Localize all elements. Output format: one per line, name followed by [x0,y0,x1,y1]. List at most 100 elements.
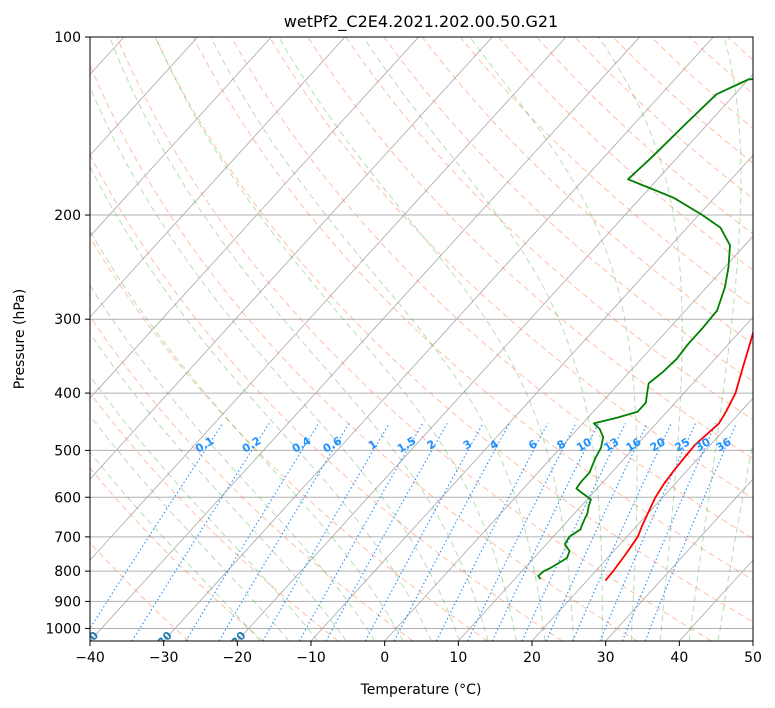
moist-adiabat-line [688,37,742,641]
dry-adiabat-line [688,37,753,95]
mixing-ratio-label: 16 [624,435,644,454]
dry-adiabat-line [154,37,753,623]
isotherm-label: -40 [78,629,101,653]
mixing-ratio-label: 1.5 [395,434,418,455]
dry-adiabat-line [230,37,753,540]
isotherm-line [605,478,753,641]
y-tick-label: 500 [54,443,81,459]
moist-adiabat-line [469,37,638,641]
x-tick-label: 20 [523,650,541,666]
dry-adiabat-line [90,541,190,641]
moist-adiabat-line [90,165,432,641]
mixing-ratio-line [467,423,577,641]
isotherm-line [90,37,346,318]
x-tick-label: −20 [223,650,253,666]
mixing-ratio-label: 0.4 [290,434,314,456]
dry-adiabat-line [90,467,264,641]
isotherm-line [163,37,714,641]
isotherm-line [752,640,753,641]
mixing-ratio-line [521,423,626,641]
mixing-ratio-label: 20 [648,435,668,454]
chart-title: wetPf2_C2E4.2021.202.00.50.G21 [284,12,558,32]
y-axis-label: Pressure (hPa) [12,289,28,389]
y-tick-label: 1000 [45,621,81,637]
x-tick-label: 0 [380,650,389,666]
x-tick-label: −10 [296,650,326,666]
mixing-ratio-line [491,423,599,641]
moist-adiabat-line [90,414,290,641]
mixing-ratio-line [364,423,484,641]
mixing-ratio-line [325,423,448,641]
isotherm-line [458,316,753,641]
x-axis-label: Temperature (°C) [360,682,482,698]
dry-adiabat-line [421,37,753,345]
mixing-ratio-label: 30 [693,435,713,454]
moist-adiabat-line [362,37,603,641]
dry-adiabat-line [90,153,563,641]
y-tick-label: 600 [54,490,81,506]
mixing-ratio-line [435,423,549,641]
dry-adiabat-line [90,236,488,641]
dry-adiabat-line [269,37,753,499]
dry-adiabat-line [307,37,753,460]
mixing-ratio-line [599,423,696,641]
y-tick-label: 400 [54,386,81,402]
mixing-ratio-line [218,423,350,641]
moist-adiabat-line [90,375,319,641]
plot-frame [89,36,754,642]
moist-adiabat-line [598,37,683,641]
y-tick-label: 200 [54,208,81,224]
dewpoint-profile-line [537,78,753,580]
isotherm-line [531,397,753,641]
isotherm-line [90,37,640,641]
moist-adiabat-line [90,332,347,641]
y-tick-label: 900 [54,594,81,610]
background-lines [90,37,753,641]
isotherm-line [90,37,419,399]
y-tick-label: 300 [54,312,81,328]
moist-adiabat-line [109,37,489,641]
isotherm-line [90,37,198,156]
mixing-ratio-line [572,423,672,641]
isotherm-line [90,37,493,480]
mixing-ratio-line [621,423,717,641]
mixing-ratio-label: 0.1 [193,434,216,455]
mixing-ratio-line [393,423,510,641]
mixing-ratio-line [545,423,648,641]
moist-adiabat-line [90,284,376,641]
temperature-profile-line [604,329,753,582]
dry-adiabat-line [192,37,753,581]
isotherm-line [90,37,567,561]
dry-adiabat-line [574,37,753,200]
profile-lines [537,78,753,582]
y-tick-label: 800 [54,564,81,580]
x-tick-label: 40 [670,650,688,666]
dry-adiabat-line [345,37,753,421]
moist-adiabat-line [210,37,546,641]
y-tick-label: 700 [54,530,81,546]
mixing-ratio-line [298,423,424,641]
y-tick-label: 100 [54,30,81,46]
x-tick-label: −40 [75,650,105,666]
x-tick-label: 50 [744,650,762,666]
moist-adiabat-line [155,37,517,641]
moist-adiabat-line [90,451,261,641]
moist-adiabat-line [90,85,461,641]
mixing-ratio-line [644,423,737,641]
isotherm-line [90,37,272,237]
dry-adiabat-line [383,37,753,382]
x-tick-label: 10 [449,650,467,666]
moist-adiabat-line [278,37,575,641]
isotherm-label: -50 [4,629,27,653]
mixing-ratio-line [90,423,224,630]
isotherm-line [384,235,753,641]
dry-adiabat-line [90,392,339,641]
mixing-ratio-line [185,423,320,641]
dry-adiabat-line [460,37,753,308]
mixing-ratio-line [131,423,270,641]
x-tick-label: −30 [149,650,179,666]
dry-adiabat-line [90,63,638,641]
isotherm-line [237,73,753,641]
dry-adiabat-line [650,37,753,129]
